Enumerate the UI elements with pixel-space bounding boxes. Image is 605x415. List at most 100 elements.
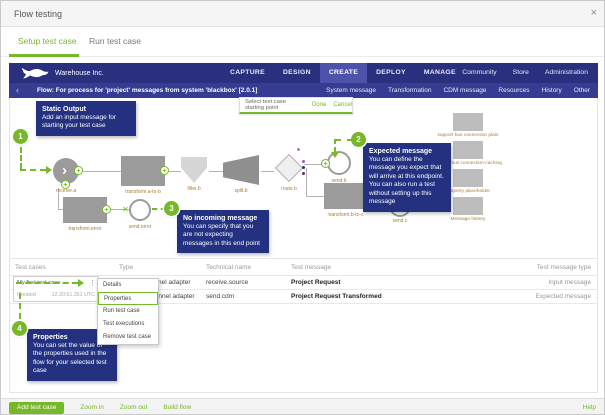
plus-icon[interactable] [61,180,70,189]
nav-item-community[interactable]: Community [462,69,497,76]
callout-static-output: Static Output Add an input message for s… [36,101,136,136]
divider [9,258,598,259]
starting-point-label: Select test case starting point [245,99,286,111]
palette-message-history[interactable] [453,197,483,215]
guide-arrow-icon [331,152,339,158]
callout-body: You can specify that you are not expecti… [183,223,260,247]
nav-item-design[interactable]: DESIGN [282,69,311,76]
node-label: filter.b [187,186,201,192]
guide-arrow-icon [46,166,52,174]
nav-item-create[interactable]: CREATE [319,63,368,83]
row-border [9,303,598,304]
wire [107,209,129,210]
wire [209,171,223,172]
palette-label: support bus connection plain [437,133,499,138]
callout-expected-message: Expected message You can define the mess… [363,143,451,212]
cell-test-message: Project Request Transformed [291,293,382,300]
done-button[interactable]: Done [311,102,327,108]
flow-menu-history[interactable]: History [541,87,562,94]
flow-menu-system-message[interactable]: System message [326,87,376,94]
nav-menu: CAPTURE DESIGN CREATE DEPLOY MANAGE [221,63,465,83]
node-send-error[interactable] [129,199,151,221]
kebab-menu-icon[interactable]: ⋮ [89,280,96,287]
flow-title: Flow: For process for 'project' messages… [37,87,258,94]
no-incoming-icon: ✕ [122,205,129,214]
flow-menu-cdm-message[interactable]: CDM message [443,87,487,94]
main-navbar: Warehouse Inc. CAPTURE DESIGN CREATE DEP… [9,63,598,83]
palette-support-bus-connection-caching[interactable] [453,141,483,159]
node-label: transform.error [68,226,102,232]
palette-property-placeholder[interactable] [453,169,483,187]
back-chevron-icon[interactable]: ‹ [16,85,19,95]
flow-menu-transformation[interactable]: Transformation [387,87,432,94]
dialog-titlebar: Flow testing × [1,1,604,27]
node-transform-error[interactable] [63,197,107,223]
callout-body: You can set the value of the properties … [33,342,107,375]
col-header-type: Type [119,264,134,271]
guide-arrow-icon [78,279,84,287]
starting-point-toolbar: Select test case starting point Done Can… [239,97,353,114]
flow-menu-other[interactable]: Other [573,87,590,94]
cell-technical-name: send.cdm [206,293,235,300]
nav-item-manage[interactable]: MANAGE [423,69,456,76]
flow-menu-resources[interactable]: Resources [498,87,530,94]
row-border [9,289,598,290]
wire [304,164,322,165]
node-transform-b-to-c[interactable] [324,183,368,209]
nav-item-store[interactable]: Store [512,69,529,76]
col-header-technical-name: Technical name [206,264,252,271]
add-test-case-button[interactable]: Add test case [9,401,65,414]
zoom-out-link[interactable]: Zoom out [119,404,148,411]
cancel-button[interactable]: Cancel [333,102,352,108]
menu-item-test-executions[interactable]: Test executions [103,321,145,327]
build-flow-link[interactable]: Build flow [163,404,192,411]
test-case-context-menu: Details Properties Run test case Test ex… [97,278,159,345]
nav-item-deploy[interactable]: DEPLOY [376,69,406,76]
cell-test-message-type: Input message [548,279,591,286]
test-case-list-item[interactable]: My first test case ⋮ Created 12:20:51.35… [13,276,99,302]
tab-setup-test-case[interactable]: Setup test case [18,36,77,46]
nav-item-administration[interactable]: Administration [544,69,588,76]
row-border [9,275,598,276]
wire [58,188,59,209]
test-cases-header: Test cases [15,264,46,271]
plus-icon[interactable] [160,166,169,175]
plus-icon[interactable] [102,205,111,214]
menu-item-details[interactable]: Details [103,282,122,288]
callout-2-number: 2 [351,132,366,147]
menu-item-properties[interactable]: Properties [98,292,158,305]
node-label: split.b [234,188,248,194]
receive-arrow-icon: › [62,162,67,179]
dialog-title: Flow testing [14,9,63,19]
plus-icon[interactable] [74,166,83,175]
zoom-in-link[interactable]: Zoom in [80,404,104,411]
plus-icon[interactable] [321,159,330,168]
node-label: receive.a [55,188,77,194]
col-header-test-message-type: Test message type [536,264,591,271]
callout-no-incoming-message: No incoming message You can specify that… [177,210,269,254]
palette-label: support bus connection-caching [434,161,502,166]
wire [261,171,274,172]
palette-support-bus-connection-plain[interactable] [453,113,483,131]
col-header-test-message: Test message [291,264,332,271]
nav-right: Community Store Administration [454,63,596,83]
footer-bar: Add test case Zoom in Zoom out Build flo… [1,398,604,414]
node-label: send.c [392,218,408,224]
node-label: transform.b-to-c [328,212,364,218]
node-label: transform.a-to-b [125,189,161,195]
tab-run-test-case[interactable]: Run test case [89,36,141,46]
guide-dash [152,208,166,210]
wire [167,171,181,172]
nav-item-capture[interactable]: CAPTURE [230,69,265,76]
callout-1-number: 1 [13,129,28,144]
menu-item-remove-test-case[interactable]: Remove test case [103,334,152,340]
tab-bar: Setup test case Run test case [1,27,604,57]
flow-breadcrumb-bar: ‹ Flow: For process for 'project' messag… [9,83,598,98]
guide-dash [19,293,21,319]
menu-item-run-test-case[interactable]: Run test case [103,308,140,314]
close-icon[interactable]: × [590,7,597,19]
help-link[interactable]: Help [582,404,596,411]
callout-4-number: 4 [12,321,27,336]
node-transform-a-to-b[interactable] [121,156,165,186]
